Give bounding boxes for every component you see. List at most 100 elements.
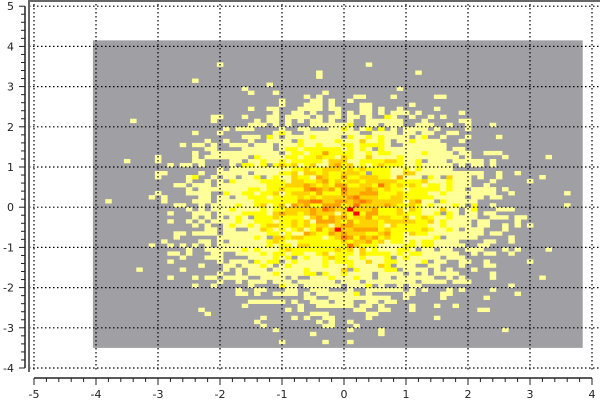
heatmap-cell [452,171,459,176]
heatmap-cell [359,255,366,260]
heatmap-cell [316,142,323,148]
heatmap-cell [297,207,304,212]
heatmap-cell [440,183,447,188]
heatmap-cell [198,142,205,148]
heatmap-cell [322,207,329,212]
heatmap-cell [514,223,521,228]
heatmap-cell [285,271,292,276]
heatmap-cell [247,211,255,216]
heatmap-cell [247,134,255,140]
heatmap-cell [322,146,329,152]
heatmap-cell [353,191,360,196]
heatmap-cell [272,158,280,164]
heatmap-cell [254,199,261,204]
heatmap-cell [247,126,255,132]
heatmap-cell [334,183,342,188]
heatmap-cell [303,162,311,168]
heatmap-cell [254,171,261,176]
heatmap-cell [347,118,354,124]
heatmap-cell [192,223,199,228]
heatmap-cell [452,227,459,232]
heatmap-cell [371,195,379,200]
heatmap-cell [489,211,497,216]
heatmap-cell [266,154,273,160]
heatmap-cell [210,203,218,208]
heatmap-cell [285,223,292,228]
heatmap-cell [260,255,267,260]
heatmap-cell [334,179,342,184]
heatmap-cell [446,122,453,128]
heatmap-cell [328,251,335,256]
heatmap-cell [427,239,435,244]
heatmap-cell [365,191,373,196]
heatmap-cell [353,199,360,204]
heatmap-cell [446,154,453,160]
heatmap-cell [483,295,490,300]
heatmap-cell [285,175,292,180]
heatmap-cell [291,191,298,196]
heatmap-cell [328,162,335,168]
heatmap-cell [340,251,348,256]
heatmap-cell [266,142,273,148]
heatmap-cell [378,179,385,184]
heatmap-cell [185,175,193,180]
heatmap-cell [347,138,354,144]
heatmap-cell [433,106,441,112]
heatmap-cell [260,215,267,220]
heatmap-cell [446,215,453,220]
heatmap-cell [285,255,292,260]
heatmap-cell [446,171,453,176]
heatmap-cell [378,331,385,337]
heatmap-cell [458,199,466,204]
heatmap-cell [316,102,323,107]
heatmap-cell [272,171,280,176]
heatmap-cell [458,187,466,192]
heatmap-cell [384,150,391,156]
heatmap-cell [241,179,249,184]
heatmap-cell [241,171,249,176]
heatmap-cell [458,263,466,268]
heatmap-cell [365,299,373,304]
heatmap-cell [192,215,199,220]
heatmap-cell [260,279,267,284]
heatmap-cell [365,102,373,107]
heatmap-cell [371,219,379,224]
heatmap-cell [396,251,404,256]
heatmap-cell [241,259,249,264]
heatmap-cell [285,263,292,268]
heatmap-cell [371,138,379,144]
heatmap-cell [229,175,236,180]
heatmap-cell [198,307,205,313]
heatmap-cell [353,142,360,148]
heatmap-cell [514,247,521,252]
heatmap-cell [347,167,354,172]
heatmap-cell [316,74,323,79]
heatmap-cell [409,191,416,196]
heatmap-cell [458,215,466,220]
heatmap-cell [433,243,441,248]
heatmap-cell [235,199,242,204]
heatmap-cell [328,247,335,252]
heatmap-cell [278,263,286,268]
heatmap-cell [303,191,311,196]
heatmap-cell [210,187,218,192]
heatmap-cell [471,195,478,200]
heatmap-cell [229,259,236,264]
heatmap-cell [384,122,391,128]
heatmap-cell [433,279,441,284]
heatmap-cell [316,162,323,168]
heatmap-cell [421,271,428,276]
heatmap-cell [198,199,205,204]
heatmap-cell [365,227,373,232]
heatmap-cell [278,275,286,280]
heatmap-cell [365,199,373,204]
y-tick-label: -2 [3,282,14,295]
heatmap-cell [365,158,373,164]
heatmap-cell [285,179,292,184]
heatmap-cell [291,171,298,176]
heatmap-cell [365,263,373,268]
heatmap-cell [309,235,317,240]
heatmap-cell [322,150,329,156]
heatmap-cell [322,134,329,140]
heatmap-cell [359,171,366,176]
